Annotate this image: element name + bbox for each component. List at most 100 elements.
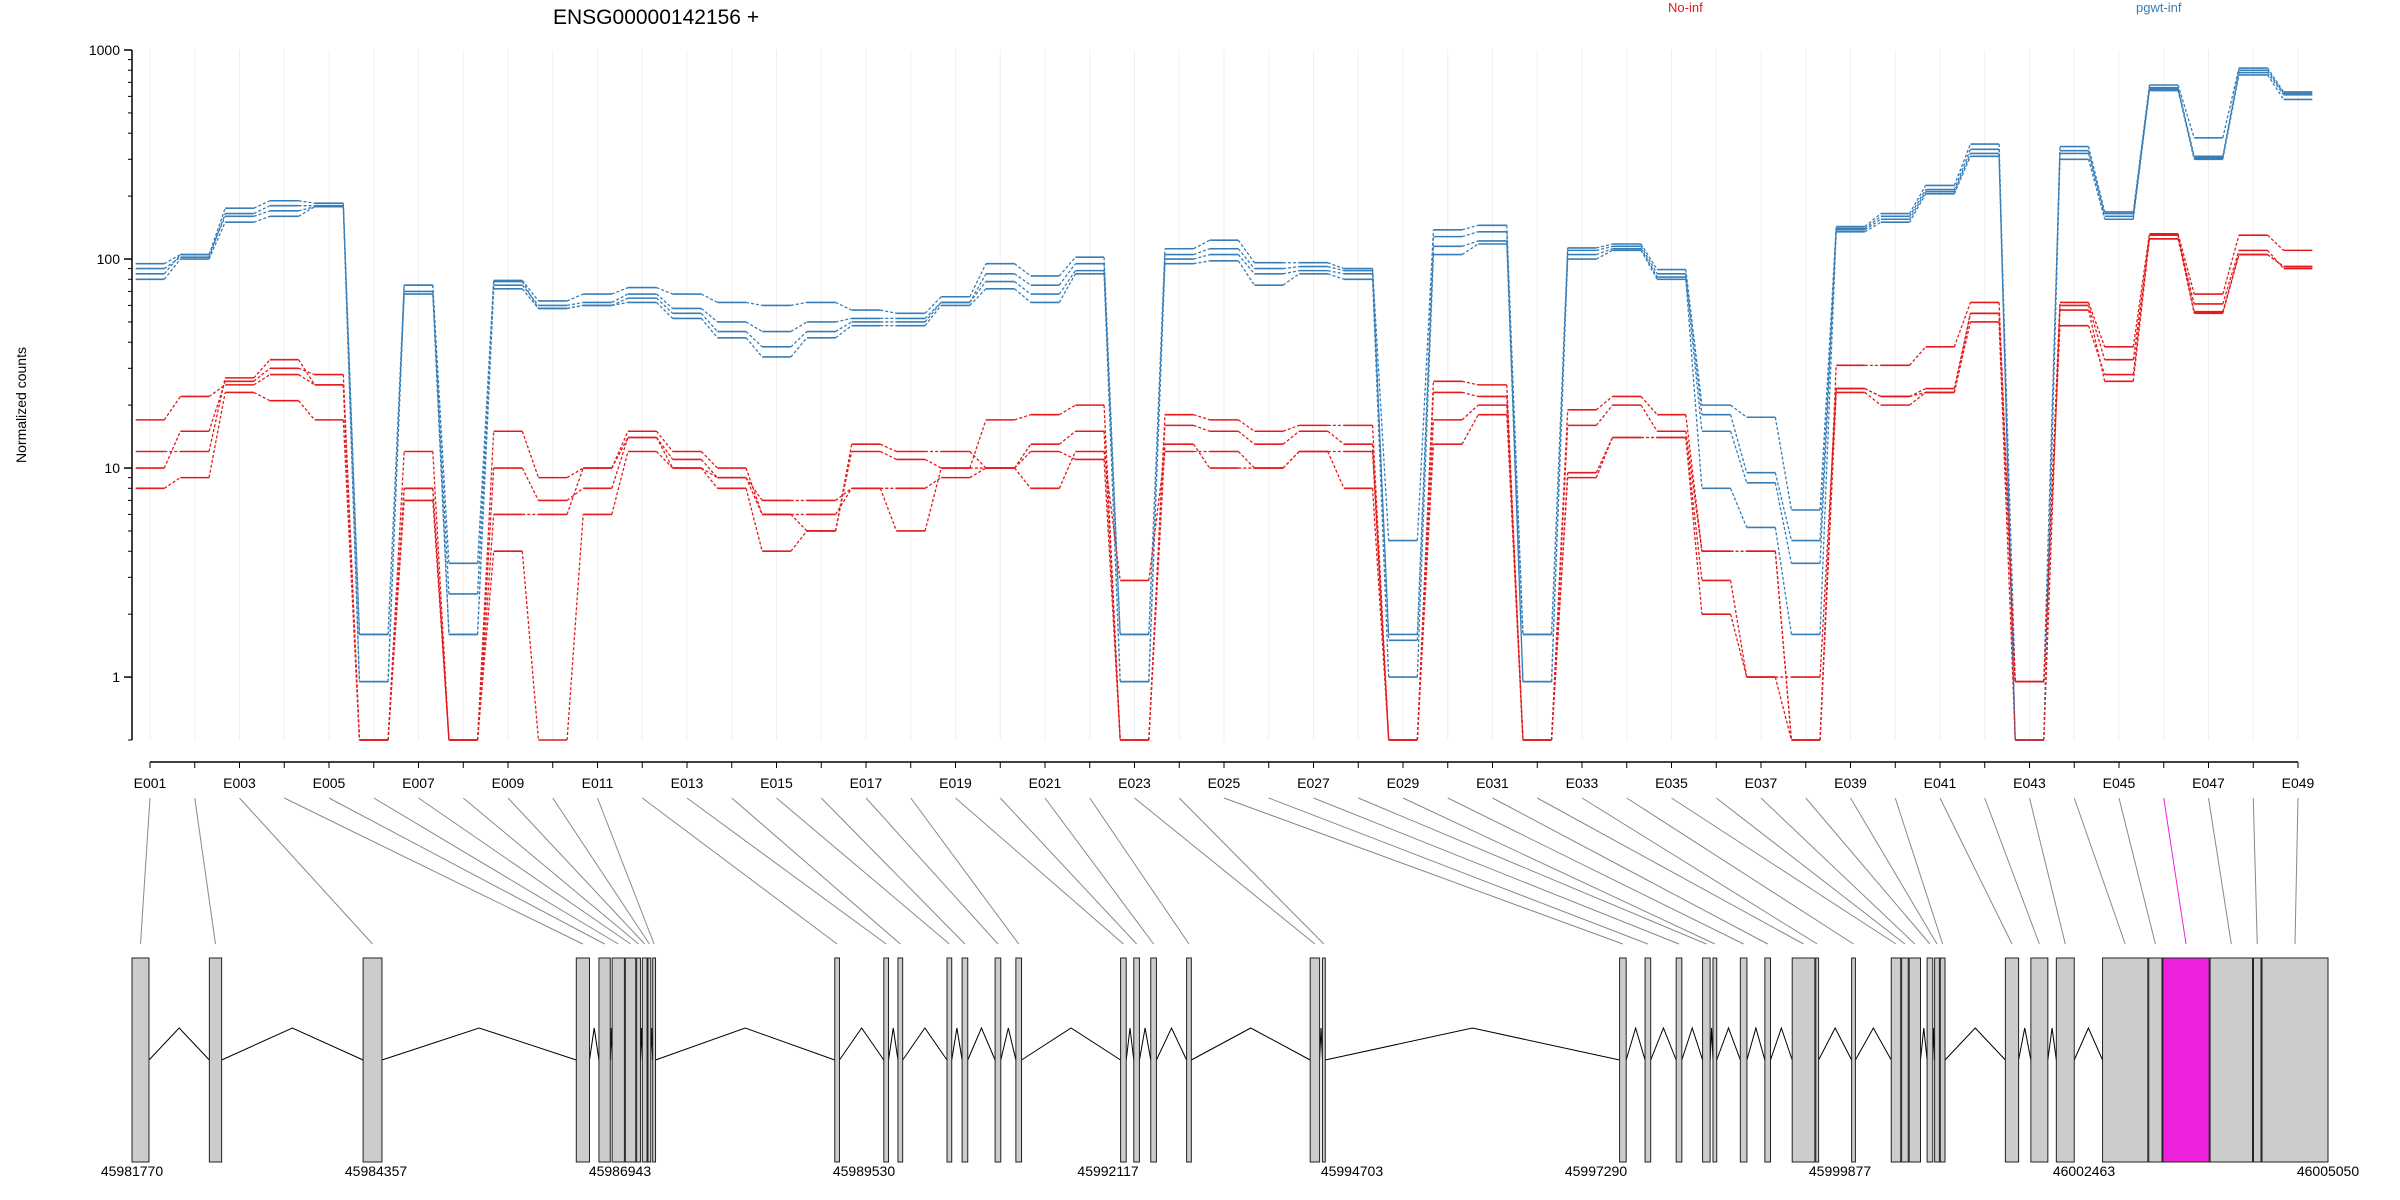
exon-connector-E007 (418, 797, 631, 945)
series-connector (835, 325, 853, 339)
series-connector (298, 367, 315, 376)
series-connector (1909, 391, 1926, 398)
series-connector (2132, 238, 2151, 382)
series-connector (2177, 84, 2195, 139)
series-connector (1909, 189, 1927, 217)
series-connector (1014, 467, 1032, 489)
series-connector (1685, 414, 1703, 552)
series-connector (1953, 302, 1972, 348)
series-connector (700, 451, 718, 469)
exon-box-E014 (897, 957, 904, 1163)
intron-line (221, 1027, 364, 1061)
chart-title: ENSG00000142156 + (553, 6, 759, 29)
exon-box-E025 (1619, 957, 1627, 1163)
exon-connector-E044 (2073, 797, 2126, 945)
series-connector (969, 273, 987, 303)
series-connector (1953, 313, 1972, 393)
series-connector (2267, 249, 2285, 270)
series-connector (1909, 191, 1927, 220)
series-connector (1058, 256, 1076, 277)
series-connector (1819, 231, 1837, 635)
series-connector (834, 451, 853, 532)
series-connector (1909, 185, 1927, 214)
exon-connector-E032 (1537, 797, 1804, 945)
intron-line (1919, 1027, 1928, 1061)
series-connector (611, 297, 629, 306)
series-connector (2222, 254, 2240, 314)
series-connector (253, 210, 271, 217)
series-connector (1506, 414, 1524, 741)
exon-connector-E020 (999, 797, 1137, 945)
exon-box-E042 (2030, 957, 2049, 1163)
series-connector (208, 384, 226, 398)
exon-tick-label: E003 (223, 775, 256, 791)
exon-box-E011 (652, 957, 657, 1163)
exon-connector-E011 (597, 797, 655, 945)
intron-line (1625, 1026, 1646, 1061)
series-connector (1774, 482, 1793, 564)
intron-line (1770, 1026, 1793, 1061)
exon-connector-E001 (139, 797, 151, 945)
intron-line (1650, 1026, 1677, 1061)
series-connector (1640, 243, 1658, 270)
coordinate-label: 45986943 (589, 1163, 652, 1179)
exon-tick-label: E035 (1655, 775, 1688, 791)
exon-connector-E019 (955, 797, 1124, 945)
series-connector (1909, 391, 1927, 406)
series-connector (655, 437, 674, 469)
series-connector (208, 392, 226, 478)
series-connector (1998, 156, 2016, 741)
series-connector (208, 216, 226, 255)
series-connector (387, 294, 405, 635)
series-connector (1730, 404, 1748, 418)
series-connector (432, 294, 450, 635)
intron-line (2018, 1027, 2032, 1061)
series-connector (2043, 159, 2061, 741)
exon-box-E026 (1644, 957, 1652, 1163)
series-connector (1193, 414, 1210, 421)
series-connector (1550, 259, 1569, 682)
exon-connector-E013 (686, 797, 887, 945)
exon-tick-label: E007 (402, 775, 435, 791)
series-connector (1685, 269, 1703, 406)
series-connector (700, 458, 718, 479)
exon-connector-E018 (910, 797, 1020, 945)
exon-tick-label: E011 (582, 775, 614, 791)
series-connector (924, 458, 942, 469)
exon-box-E006 (611, 957, 625, 1163)
series-connector (298, 206, 316, 217)
series-connector (1774, 472, 1793, 541)
series-connector (745, 477, 763, 515)
series-connector (1148, 444, 1166, 741)
exon-connector-E027 (1313, 797, 1680, 945)
series-connector (1148, 451, 1166, 581)
exon-connector-E047 (2208, 797, 2232, 945)
exon-connector-E012 (641, 797, 838, 945)
exon-connector-E033 (1581, 797, 1818, 945)
series-connector (1461, 224, 1479, 231)
series-connector (656, 301, 674, 319)
exon-box-E021 (1150, 957, 1157, 1163)
series-connector (1640, 250, 1658, 280)
series-connector (1953, 153, 1972, 192)
exon-box-E002 (208, 957, 223, 1163)
series-connector (700, 317, 718, 339)
exon-box-E010 (647, 957, 652, 1163)
series-connector (1596, 243, 1613, 249)
series-connector (1371, 279, 1390, 678)
series-connector (790, 331, 808, 348)
series-connector (969, 288, 987, 306)
exon-box-E039 (1934, 957, 1940, 1163)
series-connector (1282, 269, 1300, 275)
series-connector (790, 513, 808, 532)
series-connector (1014, 263, 1032, 277)
exon-box-E029 (1712, 957, 1718, 1163)
exon-tick-label: E023 (1118, 775, 1151, 791)
series-connector (521, 467, 540, 501)
series-connector (2087, 325, 2106, 375)
series-connector (298, 206, 315, 212)
exon-connector-E041 (1939, 797, 2013, 945)
exon-tick-label: E041 (1924, 775, 1957, 791)
series-connector (1729, 414, 1748, 473)
series-connector (1327, 265, 1345, 272)
